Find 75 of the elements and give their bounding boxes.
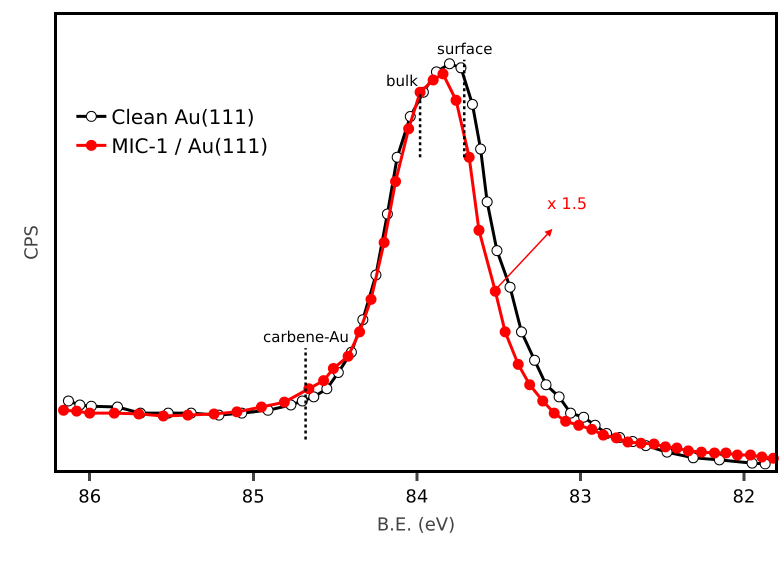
x-tick-label: 85 [242,486,265,508]
point [756,452,768,462]
point [610,432,622,444]
point [108,408,120,419]
point [671,442,682,454]
point [554,391,565,402]
point [504,282,516,293]
point [475,144,486,155]
point [708,447,720,458]
point [524,379,536,390]
point [62,395,74,406]
point [366,294,377,305]
point [428,74,439,86]
point [256,402,267,413]
point [537,395,548,406]
point [500,326,511,338]
point [744,449,756,460]
point [58,404,70,416]
x-tick-label: 82 [732,486,756,508]
point [444,58,456,70]
point [342,350,354,362]
point [84,408,96,419]
point [231,406,242,418]
point [328,362,339,374]
point [648,438,660,450]
point [682,445,694,456]
point [466,98,478,110]
point [450,94,462,106]
point [473,224,484,236]
point [578,412,590,423]
point [354,326,366,338]
point [158,410,169,422]
legend-label: MIC-1 / Au(111) [111,134,268,158]
point [318,375,330,386]
ref-line-label: bulk [386,72,418,90]
point [464,152,475,163]
x-tick-label: 84 [405,486,428,508]
point [622,436,634,448]
point [573,420,584,431]
point [635,438,646,449]
point [403,123,414,134]
point [278,396,290,408]
point [308,391,320,402]
point [732,449,743,460]
ref-line-label: surface [437,40,492,58]
point [586,424,598,435]
point [437,68,448,80]
annotation: x 1.5 [547,194,587,213]
point [390,176,402,188]
point [378,237,390,248]
point [491,245,502,256]
point [321,383,332,394]
point [548,408,560,419]
point [540,379,552,390]
point [598,430,609,441]
legend-label: Clean Au(111) [111,105,255,130]
point [482,196,493,208]
point [516,326,527,338]
point [529,354,540,366]
x-axis-title: B.E. (eV) [376,514,456,536]
point [414,86,426,98]
point [208,408,220,420]
point [720,447,732,458]
point [560,416,572,427]
x-tick-label: 83 [568,486,592,508]
point [71,406,82,417]
x-tick-label: 86 [78,486,102,508]
point [512,358,524,370]
point [490,286,501,297]
ref-line-label: carbene-Au [263,328,349,346]
point [696,446,707,458]
point [182,410,194,421]
point [660,441,671,452]
point [565,408,576,419]
y-axis-title: CPS [21,225,42,260]
